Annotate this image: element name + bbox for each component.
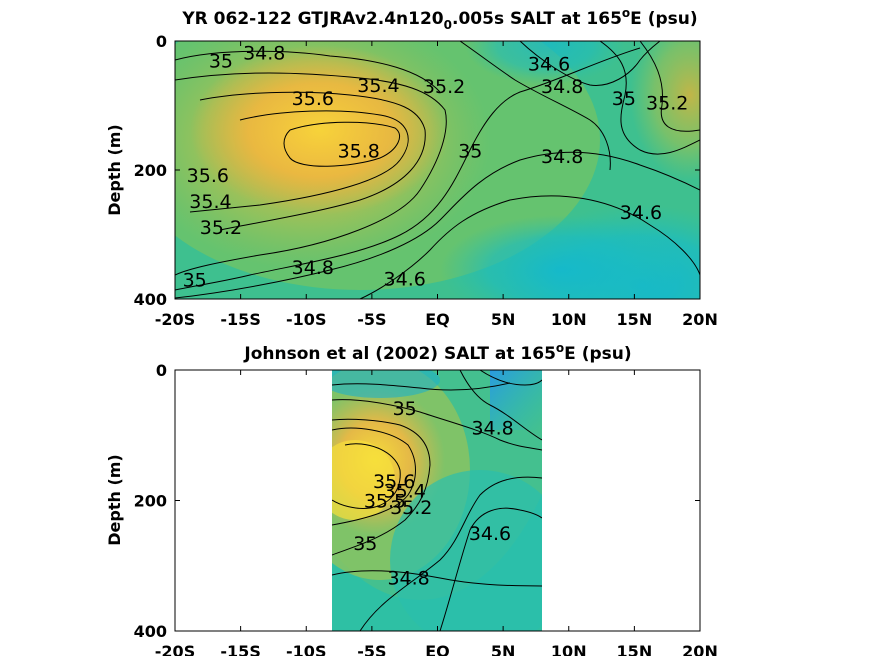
x-tick-label: 20N xyxy=(682,642,718,656)
contour-label: 35.5 xyxy=(364,491,406,513)
top-y-axis-label: Depth (m) xyxy=(105,124,124,216)
y-tick-label: 400 xyxy=(134,290,167,309)
x-tick-label: -20S xyxy=(155,642,195,656)
x-tick-label: 15N xyxy=(617,310,653,329)
y-tick-label: 200 xyxy=(134,492,167,511)
contour-label: 34.8 xyxy=(292,257,334,279)
x-tick-label: -20S xyxy=(155,310,195,329)
y-tick-label: 200 xyxy=(134,161,167,180)
x-tick-label: 15N xyxy=(617,642,653,656)
x-tick-label: EQ xyxy=(425,310,450,329)
top-contour-labels: 35 34.8 35.4 35.2 35.6 35.8 35.6 35.4 35.2 35 34.8… xyxy=(183,43,689,292)
x-tick-label: -5S xyxy=(357,310,386,329)
bottom-y-axis-label: Depth (m) xyxy=(105,454,124,546)
x-tick-label: -10S xyxy=(286,310,326,329)
contour-label: 35 xyxy=(353,533,377,555)
top-heatmap xyxy=(175,41,700,299)
y-tick-label: 0 xyxy=(156,32,167,51)
bottom-panel: Johnson et al (2002) SALT at 165oE (psu)… xyxy=(105,341,718,656)
contour-label: 35.2 xyxy=(390,497,432,519)
contour-label: 34.6 xyxy=(469,523,511,545)
contour-label: 35 xyxy=(612,88,636,110)
contour-label: 35.8 xyxy=(338,141,380,163)
contour-label: 34.6 xyxy=(528,54,570,76)
x-tick-label: 20N xyxy=(682,310,718,329)
contour-label: 35.6 xyxy=(292,88,334,110)
contour-label: 35.6 xyxy=(373,471,415,493)
x-tick-label: 5N xyxy=(491,642,516,656)
contour-label: 35 xyxy=(393,398,417,420)
contour-label: 35.4 xyxy=(357,75,399,97)
top-y-ticks: 0 200 400 xyxy=(134,32,700,309)
x-tick-label: -15S xyxy=(220,310,260,329)
top-panel: YR 062-122 GTJRAv2.4n1200.005s SALT at 1… xyxy=(105,6,718,329)
x-tick-label: 5N xyxy=(491,310,516,329)
contour-label: 34.8 xyxy=(541,146,583,168)
contour-label: 34.6 xyxy=(620,202,662,224)
x-tick-label: -5S xyxy=(357,642,386,656)
contour-label: 34.8 xyxy=(243,43,285,65)
contour-label: 35.2 xyxy=(646,92,688,114)
x-tick-label: 10N xyxy=(551,642,587,656)
contour-label: 34.6 xyxy=(384,268,426,290)
contour-label: 35.4 xyxy=(189,191,231,213)
x-tick-label: -15S xyxy=(220,642,260,656)
contour-label: 35 xyxy=(183,270,207,292)
bottom-y-ticks: 0 200 400 xyxy=(134,361,700,641)
x-tick-label: 10N xyxy=(551,310,587,329)
contour-label: 35.4 xyxy=(384,481,426,503)
y-tick-label: 400 xyxy=(134,622,167,641)
contour-label: 35.6 xyxy=(187,165,229,187)
contour-label: 35 xyxy=(458,141,482,163)
contour-label: 34.8 xyxy=(541,76,583,98)
contour-label: 35 xyxy=(209,50,233,72)
contour-label: 35.2 xyxy=(423,76,465,98)
top-title: YR 062-122 GTJRAv2.4n1200.005s SALT at 1… xyxy=(181,6,697,32)
top-x-ticks: -20S -15S -10S -5S EQ 5N 10N 15N 20N xyxy=(155,41,718,329)
contour-label: 34.8 xyxy=(471,417,513,439)
bottom-contour-labels: 35 34.8 35.635.435.235.5 34.6 35 34.8 xyxy=(353,398,514,590)
x-tick-label: EQ xyxy=(425,642,450,656)
bottom-title: Johnson et al (2002) SALT at 165oE (psu) xyxy=(243,341,631,364)
bottom-heatmap xyxy=(332,370,542,631)
contour-label: 35.2 xyxy=(200,217,242,239)
bottom-x-ticks: -20S -15S -10S -5S EQ 5N 10N 15N 20N xyxy=(155,370,718,656)
contour-label: 34.8 xyxy=(387,567,429,589)
y-tick-label: 0 xyxy=(156,361,167,380)
x-tick-label: -10S xyxy=(286,642,326,656)
